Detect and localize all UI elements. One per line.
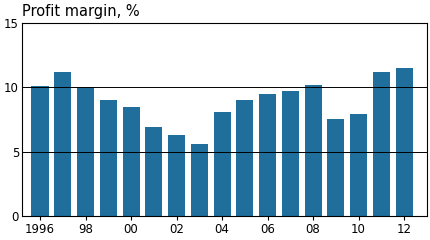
Bar bbox=[236, 100, 253, 216]
Bar bbox=[145, 127, 162, 216]
Bar bbox=[122, 107, 139, 216]
Bar bbox=[258, 94, 276, 216]
Bar bbox=[31, 86, 49, 216]
Bar bbox=[326, 120, 344, 216]
Bar bbox=[213, 112, 230, 216]
Bar bbox=[281, 91, 298, 216]
Bar bbox=[54, 72, 71, 216]
Text: Profit margin, %: Profit margin, % bbox=[22, 4, 139, 19]
Bar bbox=[372, 72, 389, 216]
Bar bbox=[168, 135, 184, 216]
Bar bbox=[99, 100, 117, 216]
Bar bbox=[304, 85, 321, 216]
Bar bbox=[349, 114, 366, 216]
Bar bbox=[395, 68, 412, 216]
Bar bbox=[77, 87, 94, 216]
Bar bbox=[190, 144, 207, 216]
